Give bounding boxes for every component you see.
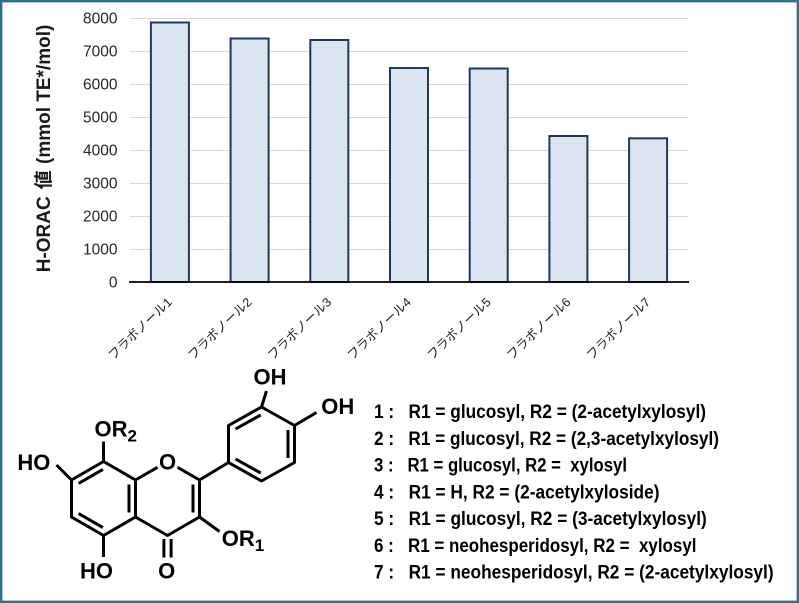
svg-text:6000: 6000 xyxy=(83,76,118,93)
svg-text:HO: HO xyxy=(80,559,113,584)
svg-text:OH: OH xyxy=(321,394,354,419)
svg-text:(mmol TE*/mol): (mmol TE*/mol) xyxy=(34,25,55,164)
svg-text:OH: OH xyxy=(254,365,287,390)
svg-text:1000: 1000 xyxy=(83,241,118,258)
svg-text:7 : R1 = neohesperidosyl, R2: 7 : R1 = neohesperidosyl, R2 = (2-acetyl… xyxy=(374,563,774,584)
svg-text:2 : R1 = glucosyl, R2 = (2,3: 2 : R1 = glucosyl, R2 = (2,3-acetylxylos… xyxy=(374,429,719,450)
svg-text:7000: 7000 xyxy=(83,43,118,60)
svg-text:H-ORAC: H-ORAC xyxy=(34,196,55,272)
svg-text:5000: 5000 xyxy=(83,109,118,126)
svg-text:O: O xyxy=(159,450,176,475)
svg-text:2000: 2000 xyxy=(83,208,118,225)
svg-text:6 : R1 = neohesperidosyl, R2: 6 : R1 = neohesperidosyl, R2 = xylosyl xyxy=(374,536,697,557)
svg-text:3 : R1 = glucosyl, R2 = xyl: 3 : R1 = glucosyl, R2 = xylosyl xyxy=(374,456,627,477)
svg-text:3000: 3000 xyxy=(83,175,118,192)
svg-text:1 : R1 = glucosyl, R2 = (2-a: 1 : R1 = glucosyl, R2 = (2-acetylxylosyl… xyxy=(374,402,706,423)
svg-text:4 : R1 = H, R2 = (2-acetylxy: 4 : R1 = H, R2 = (2-acetylxyloside) xyxy=(374,482,660,503)
svg-text:8000: 8000 xyxy=(83,10,118,27)
svg-text:0: 0 xyxy=(109,274,118,291)
svg-text:5 : R1 = glucosyl, R2 = (3-a: 5 : R1 = glucosyl, R2 = (3-acetylxylosyl… xyxy=(374,509,707,530)
svg-text:O: O xyxy=(158,559,175,584)
svg-text:HO: HO xyxy=(17,450,50,475)
svg-text:4000: 4000 xyxy=(83,142,118,159)
